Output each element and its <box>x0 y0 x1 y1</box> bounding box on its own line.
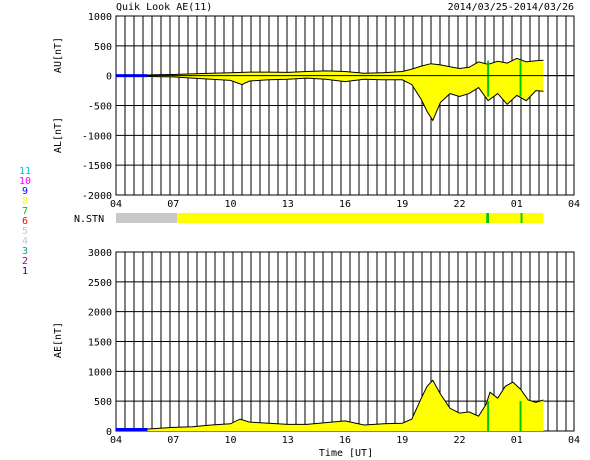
station-count-segment <box>177 213 179 223</box>
y-tick-label: 3000 <box>88 248 112 259</box>
y-tick-label: -1500 <box>82 161 112 172</box>
station-count-panel <box>116 213 544 223</box>
y-tick-label: 2000 <box>88 308 112 319</box>
x-tick-label: 07 <box>167 435 179 446</box>
y-tick-label: 0 <box>106 427 112 438</box>
x-tick-label: 04 <box>110 435 122 446</box>
station-count-segment <box>520 213 523 223</box>
date-range: 2014/03/25-2014/03/26 <box>448 2 574 13</box>
legend-station-5: 5 <box>22 226 28 237</box>
x-tick-label: 16 <box>339 199 351 210</box>
x-tick-label: 10 <box>224 199 236 210</box>
x-tick-label: 04 <box>110 199 122 210</box>
x-tick-label: 19 <box>396 435 408 446</box>
series-line-al <box>115 75 544 122</box>
legend-station-8: 8 <box>22 196 28 207</box>
legend-station-11: 11 <box>19 166 31 177</box>
series-area-au <box>116 58 544 76</box>
y-tick-label: 2500 <box>88 278 112 289</box>
ae-ylabel: AE[nT] <box>53 322 64 358</box>
legend-station-10: 10 <box>19 176 31 187</box>
nstn-label: N.STN <box>74 214 104 225</box>
x-tick-label: 13 <box>282 435 294 446</box>
legend-station-2: 2 <box>22 256 28 267</box>
chart-title: Quik Look AE(11) <box>116 2 212 13</box>
series-area-al <box>116 75 544 121</box>
y-tick-label: 1000 <box>88 367 112 378</box>
station-count-segment <box>147 213 178 223</box>
legend-station-4: 4 <box>22 236 28 247</box>
x-tick-label: 13 <box>282 199 294 210</box>
station-count-segment <box>522 213 544 223</box>
x-axis-label: Time [UT] <box>319 448 373 459</box>
x-tick-label: 10 <box>224 435 236 446</box>
legend-station-7: 7 <box>22 206 28 217</box>
panel-border <box>115 15 575 196</box>
x-tick-label: 04 <box>568 435 580 446</box>
x-tick-label: 04 <box>568 199 580 210</box>
legend-station-3: 3 <box>22 246 28 257</box>
x-tick-label: 01 <box>511 435 523 446</box>
y-tick-label: 1000 <box>88 12 112 23</box>
x-tick-label: 07 <box>167 199 179 210</box>
early-segment-ae <box>116 428 148 431</box>
y-tick-label: 500 <box>94 42 112 53</box>
y-tick-label: -500 <box>88 102 112 113</box>
x-tick-label: 01 <box>511 199 523 210</box>
legend-station-6: 6 <box>22 216 28 227</box>
x-tick-label: 19 <box>396 199 408 210</box>
series-area-ae <box>116 380 544 431</box>
station-count-segment <box>486 213 490 223</box>
x-tick-label: 22 <box>453 199 465 210</box>
legend-station-9: 9 <box>22 186 28 197</box>
y-tick-label: 0 <box>106 72 112 83</box>
x-tick-label: 22 <box>453 435 465 446</box>
y-tick-label: 500 <box>94 397 112 408</box>
station-count-segment <box>116 213 148 223</box>
y-tick-label: 1500 <box>88 338 112 349</box>
x-tick-label: 16 <box>339 435 351 446</box>
station-count-segment <box>489 213 521 223</box>
series-line-ae <box>115 379 544 431</box>
al-ylabel: AL[nT] <box>53 117 64 153</box>
series-line-au <box>115 57 544 76</box>
legend-station-1: 1 <box>22 266 28 277</box>
au-ylabel: AU[nT] <box>53 37 64 73</box>
station-count-segment <box>178 213 487 223</box>
y-tick-label: -1000 <box>82 131 112 142</box>
y-tick-label: -2000 <box>82 191 112 202</box>
